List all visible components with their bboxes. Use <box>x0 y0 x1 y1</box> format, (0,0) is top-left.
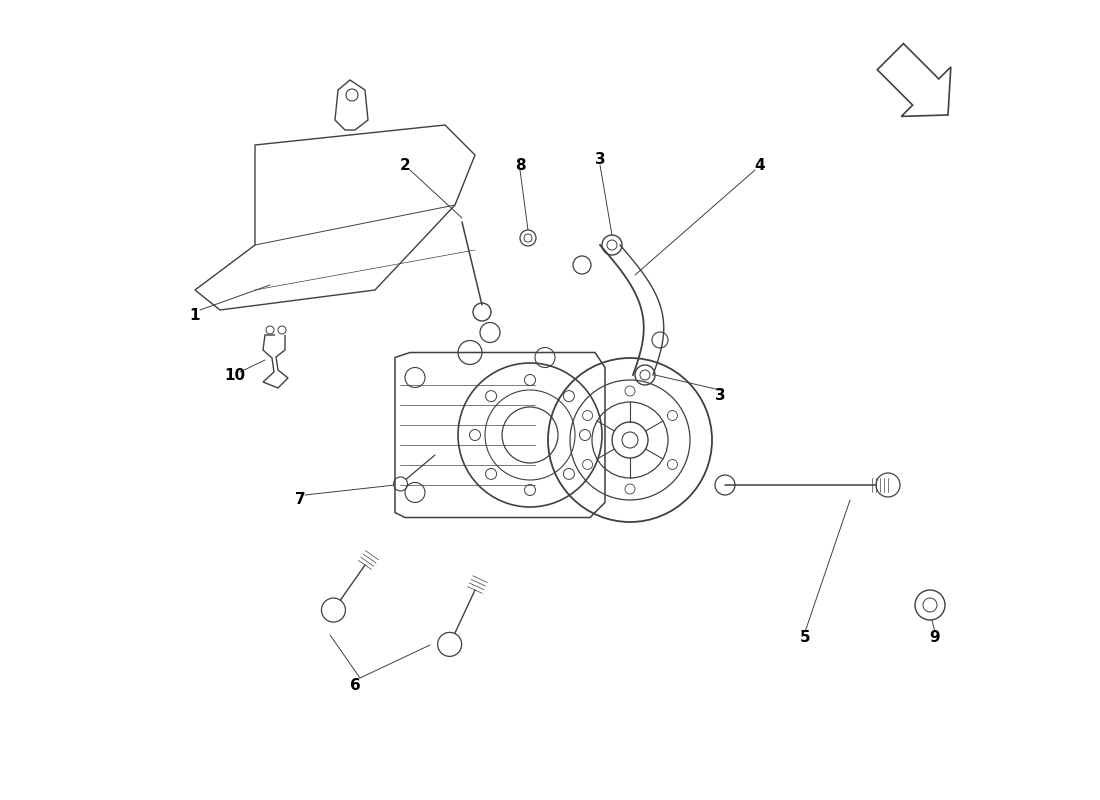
Text: 9: 9 <box>930 630 940 646</box>
Text: 7: 7 <box>295 493 306 507</box>
Text: 3: 3 <box>715 387 725 402</box>
Text: 1: 1 <box>189 307 200 322</box>
Text: 5: 5 <box>800 630 811 646</box>
Text: 2: 2 <box>399 158 410 173</box>
Text: 10: 10 <box>224 367 245 382</box>
Text: 4: 4 <box>755 158 766 173</box>
Text: 8: 8 <box>515 158 526 173</box>
Text: 3: 3 <box>595 153 605 167</box>
Text: 6: 6 <box>350 678 361 693</box>
